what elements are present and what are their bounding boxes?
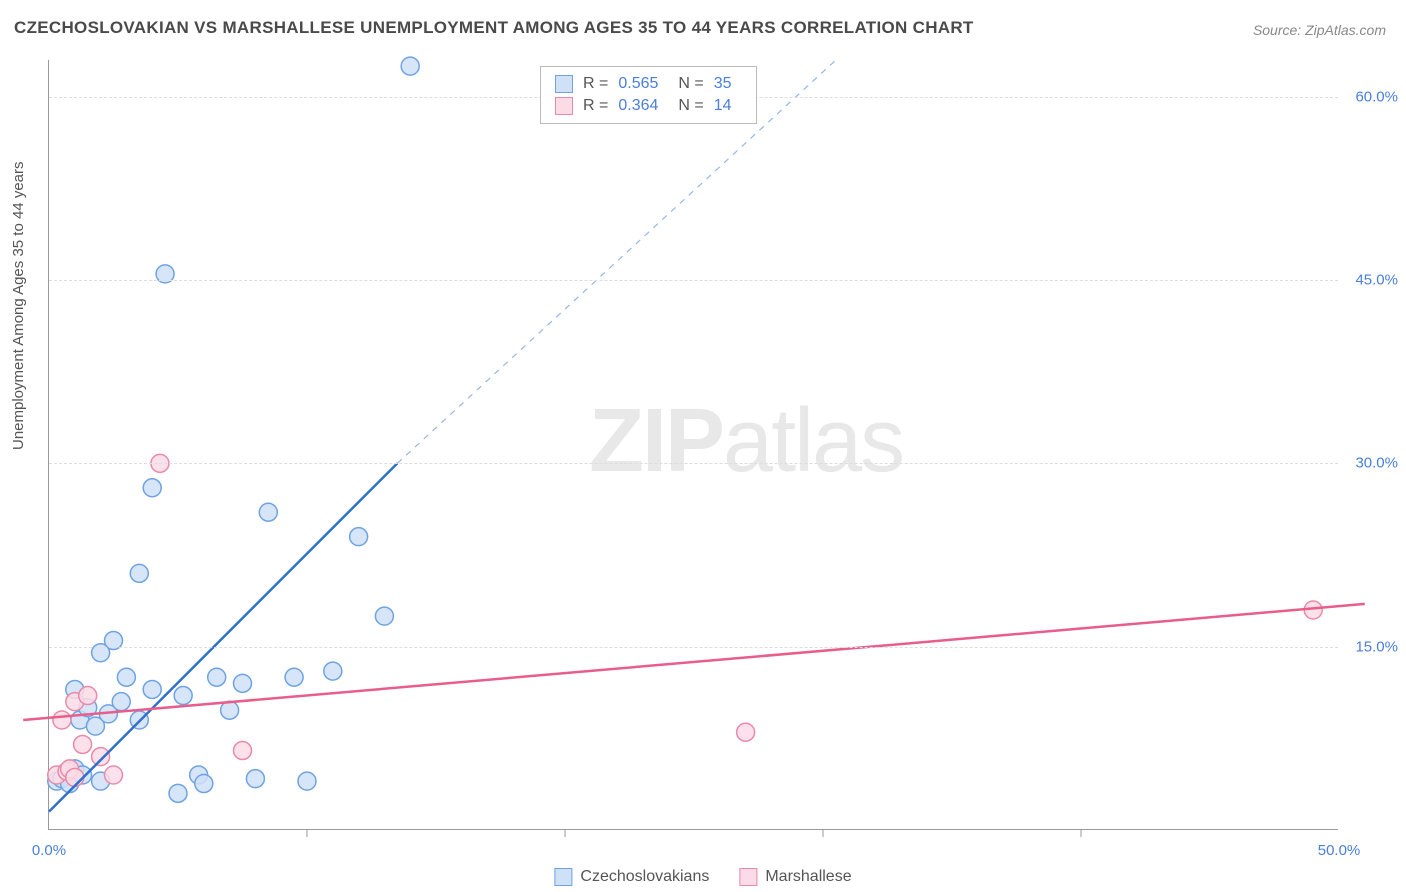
y-tick-label: 15.0% bbox=[1343, 638, 1398, 655]
legend-label: Marshallese bbox=[765, 868, 851, 886]
y-tick-label: 60.0% bbox=[1343, 88, 1398, 105]
trend-line bbox=[23, 604, 1365, 720]
legend-r-value: 0.565 bbox=[618, 75, 658, 93]
data-point bbox=[401, 57, 419, 75]
legend-stats-row: R = 0.565 N = 35 bbox=[555, 73, 742, 95]
y-tick-label: 30.0% bbox=[1343, 455, 1398, 472]
data-point bbox=[195, 775, 213, 793]
data-point bbox=[105, 766, 123, 784]
data-point bbox=[246, 770, 264, 788]
legend-label: Czechoslovakians bbox=[580, 868, 709, 886]
legend-r-label: R = bbox=[583, 75, 608, 93]
data-point bbox=[324, 662, 342, 680]
legend-n-label: N = bbox=[678, 75, 703, 93]
correlation-legend: R = 0.565 N = 35 R = 0.364 N = 14 bbox=[540, 66, 757, 124]
legend-item: Czechoslovakians bbox=[554, 868, 709, 886]
legend-n-label: N = bbox=[678, 97, 703, 115]
legend-n-value: 35 bbox=[714, 75, 732, 93]
data-point bbox=[298, 772, 316, 790]
data-point bbox=[143, 680, 161, 698]
plot-area: ZIPatlas 15.0%30.0%45.0%60.0%0.0%50.0% bbox=[48, 60, 1338, 830]
y-tick-label: 45.0% bbox=[1343, 272, 1398, 289]
legend-stats-row: R = 0.364 N = 14 bbox=[555, 95, 742, 117]
legend-swatch bbox=[554, 868, 572, 886]
data-point bbox=[117, 668, 135, 686]
data-point bbox=[259, 503, 277, 521]
data-point bbox=[53, 711, 71, 729]
data-point bbox=[169, 784, 187, 802]
data-point bbox=[285, 668, 303, 686]
data-point bbox=[112, 693, 130, 711]
source-attribution: Source: ZipAtlas.com bbox=[1253, 22, 1386, 38]
trend-line bbox=[49, 463, 397, 811]
data-point bbox=[92, 748, 110, 766]
chart-title: CZECHOSLOVAKIAN VS MARSHALLESE UNEMPLOYM… bbox=[14, 18, 974, 38]
data-point bbox=[66, 768, 84, 786]
chart-svg bbox=[49, 60, 1338, 829]
legend-swatch bbox=[555, 97, 573, 115]
legend-swatch bbox=[555, 75, 573, 93]
legend-r-label: R = bbox=[583, 97, 608, 115]
x-tick-label: 0.0% bbox=[32, 842, 66, 859]
data-point bbox=[143, 479, 161, 497]
legend-swatch bbox=[739, 868, 757, 886]
data-point bbox=[737, 723, 755, 741]
legend-item: Marshallese bbox=[739, 868, 851, 886]
legend-n-value: 14 bbox=[714, 97, 732, 115]
data-point bbox=[130, 564, 148, 582]
legend-r-value: 0.364 bbox=[618, 97, 658, 115]
series-legend: Czechoslovakians Marshallese bbox=[554, 868, 851, 886]
gridline-h bbox=[49, 463, 1338, 464]
data-point bbox=[208, 668, 226, 686]
data-point bbox=[74, 735, 92, 753]
data-point bbox=[234, 742, 252, 760]
y-axis-label: Unemployment Among Ages 35 to 44 years bbox=[10, 161, 27, 450]
data-point bbox=[375, 607, 393, 625]
data-point bbox=[350, 528, 368, 546]
data-point bbox=[234, 674, 252, 692]
gridline-h bbox=[49, 280, 1338, 281]
data-point bbox=[174, 687, 192, 705]
x-tick-label: 50.0% bbox=[1318, 842, 1361, 859]
gridline-h bbox=[49, 647, 1338, 648]
data-point bbox=[79, 687, 97, 705]
